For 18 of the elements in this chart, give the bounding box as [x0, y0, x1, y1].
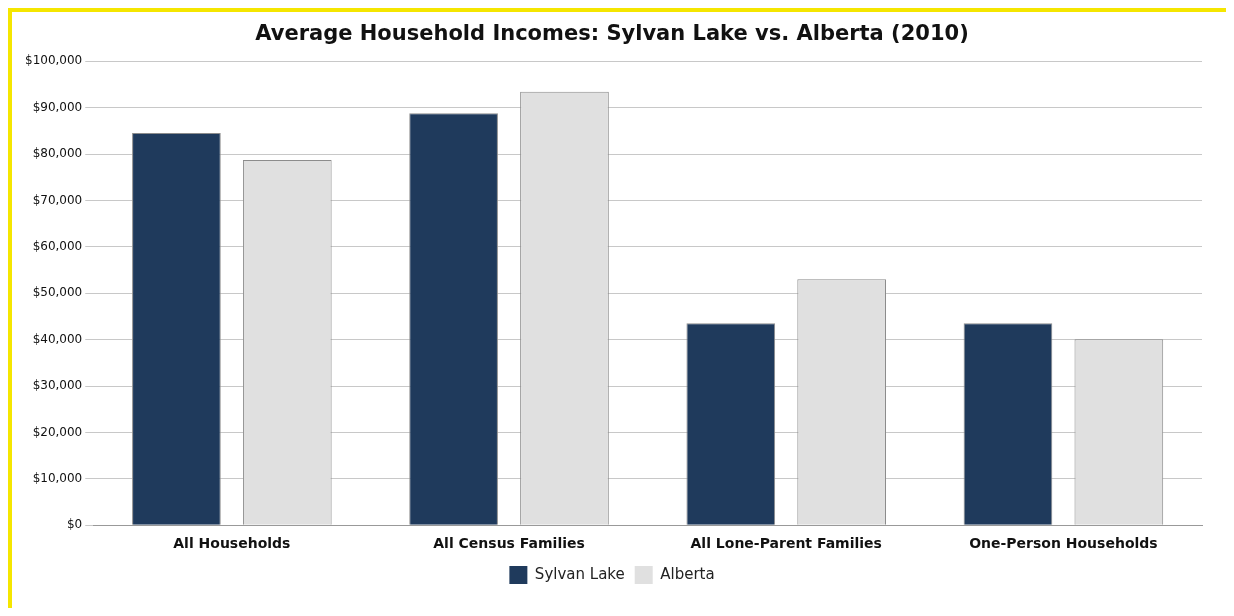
y-tick-label: $60,000 [32, 238, 83, 253]
x-tick-label: One-Person Households [969, 535, 1158, 552]
y-tick-label: $70,000 [32, 192, 83, 207]
y-tick-label: $30,000 [32, 378, 83, 393]
y-tick-label: $90,000 [32, 99, 83, 114]
y-tick-label: $10,000 [32, 470, 83, 485]
x-tick-label: All Lone-Parent Families [690, 535, 882, 552]
chart-title: Average Household Incomes: Sylvan Lake vs. Alberta (2010) [255, 21, 969, 46]
legend-label: Alberta [660, 564, 715, 583]
x-tick-label: All Census Families [433, 535, 585, 552]
y-tick-label: $40,000 [32, 331, 83, 346]
y-tick-label: $0 [66, 517, 83, 532]
x-tick-label: All Households [173, 535, 291, 552]
legend-label: Sylvan Lake [534, 564, 625, 583]
y-tick-label: $100,000 [24, 53, 83, 68]
y-tick-label: $80,000 [32, 146, 83, 161]
y-tick-label: $50,000 [32, 285, 83, 300]
y-tick-label: $20,000 [32, 424, 83, 439]
